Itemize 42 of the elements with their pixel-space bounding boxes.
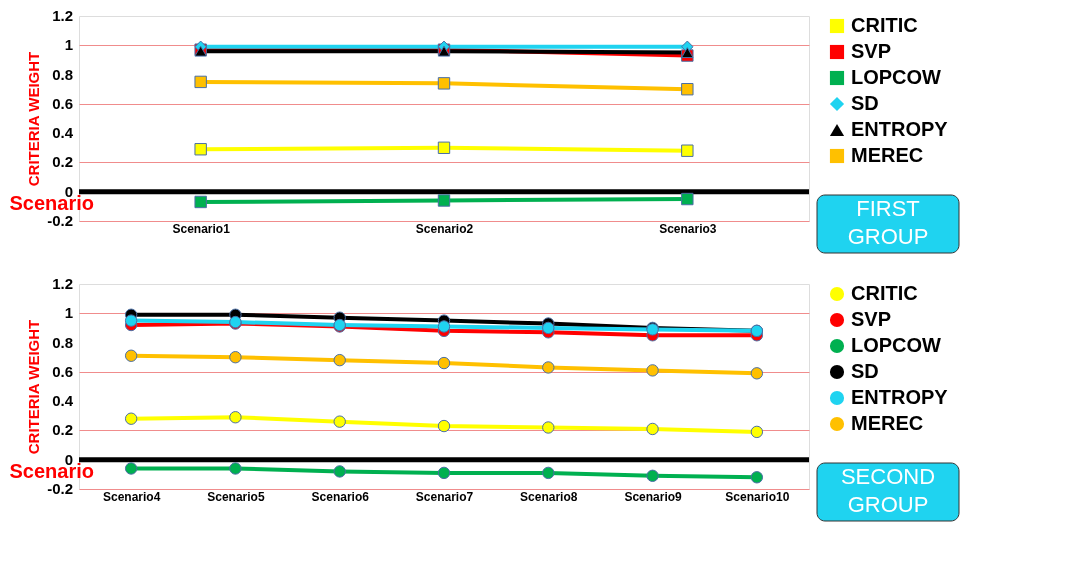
y-tick-label: -0.2 (47, 480, 73, 497)
legend-label: MEREC (851, 144, 924, 166)
y-tick-label: -0.2 (47, 212, 73, 229)
y-tick-label: 0.4 (52, 392, 74, 410)
x-tick-label: Scenario4 (102, 489, 161, 504)
legend-label: CRITIC (851, 282, 918, 304)
x-tick-label: Scenario3 (659, 221, 717, 236)
legend-label: MEREC (851, 412, 924, 434)
x-tick-label: Scenario10 (725, 489, 790, 504)
legend-label: ENTROPY (851, 118, 949, 140)
x-tick-label: Scenario9 (624, 489, 683, 504)
y-tick-label: 0 (64, 450, 73, 468)
y-tick-label: 0.8 (52, 333, 73, 351)
x-tick-label: Scenario8 (520, 489, 578, 504)
x-tick-label: Scenario1 (172, 221, 231, 236)
text: FIRST GROUP (847, 196, 929, 249)
x-tick-label: Scenario5 (207, 489, 265, 504)
legend-label: SVP (851, 40, 892, 62)
x-tick-label: Scenario7 (415, 489, 474, 504)
y-tick-label: 0.6 (52, 362, 73, 380)
legend-label: SVP (851, 308, 892, 330)
y-tick-label: 1 (64, 36, 73, 54)
y-tick-label: 0 (64, 182, 73, 200)
x-tick-label: Scenario2 (415, 221, 474, 236)
y-tick-label: 1 (64, 304, 73, 322)
y-tick-label: 0.2 (52, 421, 73, 439)
x-tick-label: Scenario6 (311, 489, 370, 504)
y-tick-label: 0.6 (52, 94, 73, 112)
text: SECOND GROUP (840, 464, 936, 517)
y-axis-title: CRITERIA WEIGHT (24, 51, 42, 187)
y-tick-label: 0.2 (52, 153, 73, 171)
y-tick-label: 1.2 (52, 7, 73, 24)
legend-label: LOPCOW (851, 334, 942, 356)
legend-label: ENTROPY (851, 386, 949, 408)
y-tick-label: 0.4 (52, 124, 74, 142)
legend-label: SD (851, 92, 879, 114)
y-tick-label: 1.2 (52, 275, 73, 292)
y-axis-title: CRITERIA WEIGHT (24, 319, 42, 455)
legend-label: CRITIC (851, 14, 918, 36)
legend-label: SD (851, 360, 879, 382)
y-tick-label: 0.8 (52, 65, 73, 83)
legend-label: LOPCOW (851, 66, 942, 88)
